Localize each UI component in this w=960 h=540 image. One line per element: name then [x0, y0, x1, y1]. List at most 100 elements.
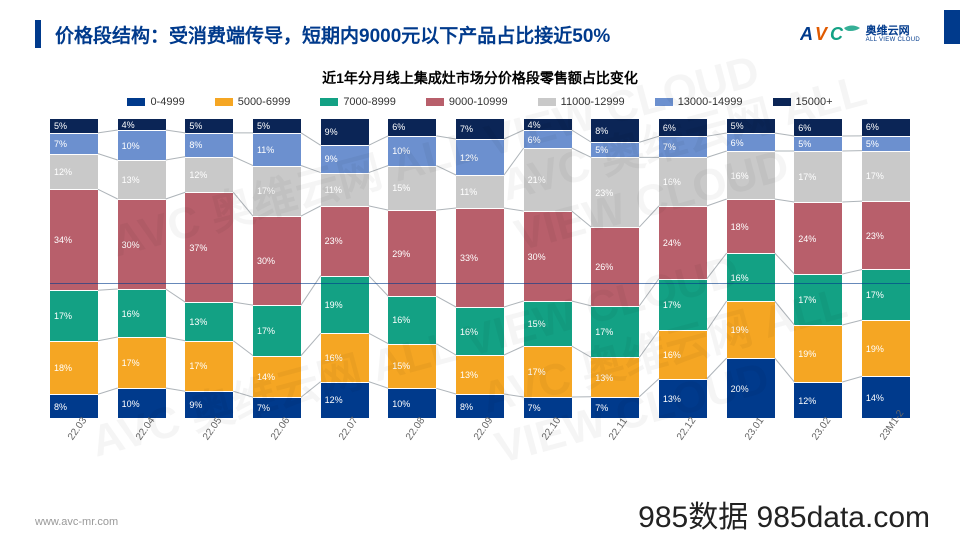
- bar-segment: 6%: [388, 118, 436, 136]
- legend-item: 13000-14999: [655, 96, 743, 108]
- bar-segment: 17%: [50, 290, 98, 340]
- bar-segment: 16%: [727, 151, 775, 199]
- bar-segment: 16%: [659, 157, 707, 205]
- bar-segment: 5%: [862, 136, 910, 151]
- bar-segment: 4%: [118, 118, 166, 130]
- bar-segment: 17%: [118, 337, 166, 388]
- bar-segment: 17%: [185, 341, 233, 391]
- legend-item: 0-4999: [127, 96, 184, 108]
- bars-container: 5%7%12%34%17%18%8%4%10%13%30%16%17%10%5%…: [50, 118, 910, 418]
- bar-segment: 5%: [185, 118, 233, 133]
- legend-swatch: [215, 98, 233, 106]
- title-accent-bar: [35, 20, 41, 48]
- bar-column: 6%5%17%23%17%19%14%: [862, 118, 910, 418]
- legend-item: 9000-10999: [426, 96, 508, 108]
- bar-segment: 17%: [591, 306, 639, 358]
- legend-item: 7000-8999: [320, 96, 396, 108]
- bar-column: 6%10%15%29%16%15%10%: [388, 118, 436, 418]
- bar-segment: 17%: [794, 274, 842, 325]
- legend-label: 11000-12999: [561, 96, 625, 108]
- bar-segment: 17%: [659, 279, 707, 331]
- bar-segment: 6%: [524, 130, 572, 148]
- bar-column: 7%12%11%33%16%13%8%: [456, 118, 504, 418]
- bar-segment: 30%: [253, 216, 301, 305]
- logo-en: ALL VIEW CLOUD: [866, 37, 920, 44]
- bar-segment: 17%: [524, 346, 572, 397]
- footer-url: www.avc-mr.com: [35, 516, 118, 528]
- bar-segment: 37%: [185, 192, 233, 302]
- bar-segment: 6%: [659, 118, 707, 136]
- page-title: 价格段结构：受消费端传导，短期内9000元以下产品占比接近50%: [55, 21, 610, 48]
- bar-segment: 19%: [862, 320, 910, 376]
- bar-column: 5%7%12%34%17%18%8%: [50, 118, 98, 418]
- bar-column: 4%6%21%30%15%17%7%: [524, 118, 572, 418]
- bar-segment: 13%: [185, 302, 233, 341]
- bar-segment: 8%: [185, 133, 233, 157]
- bar-segment: 7%: [659, 136, 707, 157]
- legend-item: 15000+: [773, 96, 833, 108]
- bar-segment: 7%: [456, 118, 504, 139]
- bar-segment: 23%: [591, 157, 639, 227]
- bar-segment: 9%: [321, 145, 369, 172]
- bar-segment: 6%: [794, 118, 842, 136]
- bar-segment: 5%: [591, 142, 639, 157]
- header-accent-block: [944, 10, 960, 44]
- legend-swatch: [127, 98, 145, 106]
- bar-segment: 5%: [253, 118, 301, 133]
- bar-segment: 13%: [591, 357, 639, 396]
- bar-segment: 11%: [456, 175, 504, 208]
- bar-segment: 18%: [727, 199, 775, 253]
- logo-text: 奥维云网 ALL VIEW CLOUD: [866, 25, 920, 44]
- bar-segment: 30%: [524, 211, 572, 301]
- bar-segment: 8%: [591, 118, 639, 142]
- bar-segment: 26%: [591, 227, 639, 306]
- bar-segment: 17%: [794, 151, 842, 202]
- bar-segment: 17%: [253, 305, 301, 355]
- bar-column: 6%5%17%24%17%19%12%: [794, 118, 842, 418]
- legend-label: 7000-8999: [343, 96, 396, 108]
- bar-segment: 5%: [794, 136, 842, 151]
- bar-segment: 19%: [794, 325, 842, 382]
- bar-segment: 15%: [388, 166, 436, 211]
- bar-segment: 9%: [321, 118, 369, 145]
- x-axis: 22.0322.0422.0522.0622.0722.0822.0922.10…: [50, 424, 910, 435]
- bar-segment: 16%: [727, 253, 775, 301]
- bar-segment: 18%: [50, 341, 98, 394]
- legend-label: 0-4999: [150, 96, 184, 108]
- bar-segment: 12%: [185, 157, 233, 193]
- bar-column: 9%9%11%23%19%16%12%: [321, 118, 369, 418]
- bar-segment: 14%: [253, 356, 301, 398]
- legend: 0-4999 5000-6999 7000-8999 9000-10999 11000-…: [0, 96, 960, 108]
- legend-label: 9000-10999: [449, 96, 508, 108]
- legend-swatch: [538, 98, 556, 106]
- legend-item: 5000-6999: [215, 96, 291, 108]
- avc-logo-icon: A V C: [800, 20, 862, 48]
- bar-segment: 24%: [659, 206, 707, 279]
- title-wrap: 价格段结构：受消费端传导，短期内9000元以下产品占比接近50%: [35, 20, 610, 48]
- svg-text:V: V: [815, 24, 829, 44]
- logo: A V C 奥维云网 ALL VIEW CLOUD: [800, 20, 920, 48]
- bar-segment: 34%: [50, 189, 98, 290]
- bar-segment: 16%: [456, 307, 504, 355]
- svg-text:C: C: [830, 24, 844, 44]
- legend-swatch: [426, 98, 444, 106]
- bar-segment: 17%: [862, 151, 910, 201]
- bar-segment: 13%: [456, 355, 504, 394]
- legend-item: 11000-12999: [538, 96, 625, 108]
- bar-segment: 15%: [524, 301, 572, 346]
- bar-segment: 19%: [321, 276, 369, 334]
- bar-segment: 10%: [118, 130, 166, 160]
- bar-segment: 11%: [321, 173, 369, 206]
- bar-column: 5%6%16%18%16%19%20%: [727, 118, 775, 418]
- bar-segment: 5%: [50, 118, 98, 133]
- bar-segment: 12%: [456, 139, 504, 175]
- bar-segment: 5%: [727, 118, 775, 133]
- bar-segment: 10%: [388, 136, 436, 166]
- reference-line: [50, 283, 910, 284]
- legend-swatch: [773, 98, 791, 106]
- bar-column: 6%7%16%24%17%16%13%: [659, 118, 707, 418]
- bar-column: 5%8%12%37%13%17%9%: [185, 118, 233, 418]
- bar-segment: 23%: [862, 201, 910, 269]
- legend-swatch: [655, 98, 673, 106]
- bar-segment: 21%: [524, 148, 572, 211]
